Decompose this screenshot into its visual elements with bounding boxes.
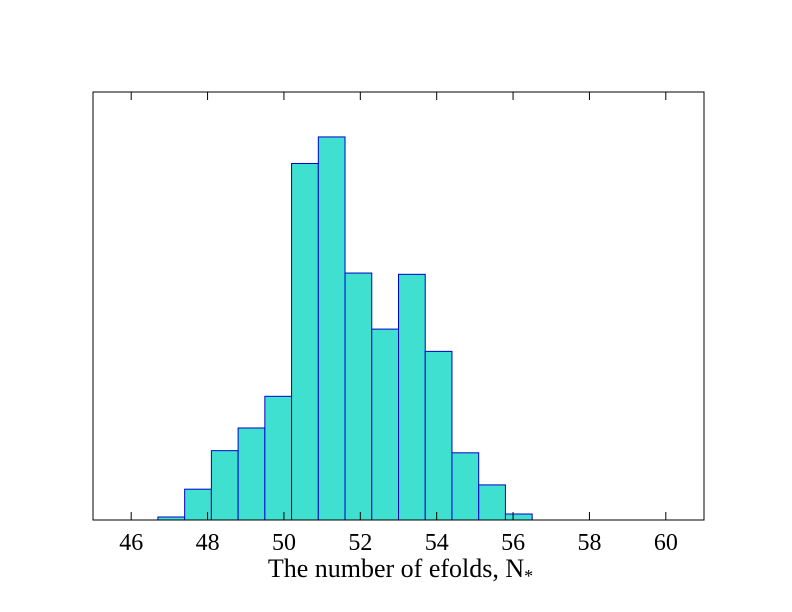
histogram-bar-7 [344,272,373,521]
x-tick-label-46: 46 [119,530,143,556]
x-axis-title: The number of efolds, N* [268,554,533,586]
histogram-bar-13 [504,513,533,521]
plot-frame [92,91,705,521]
histogram-bar-6 [317,136,346,521]
histogram-bar-4 [264,395,293,521]
histogram-bar-11 [451,452,480,521]
axis-ticks [130,92,667,520]
histogram-bar-8 [371,328,399,521]
x-tick-label-58: 58 [577,530,601,556]
x-tick-labels: 46 48 50 52 54 56 58 60 [119,530,678,556]
histogram-bars [157,136,533,521]
x-tick-label-50: 50 [272,530,296,556]
histogram-bar-5 [291,162,319,521]
histogram-bar-3 [237,427,266,521]
histogram-bar-12 [478,484,506,521]
histogram-bar-2 [210,450,239,521]
x-axis-title-subscript: * [524,566,533,586]
x-tick-label-54: 54 [425,530,449,556]
x-tick-label-48: 48 [196,530,220,556]
x-tick-label-60: 60 [654,530,678,556]
x-tick-label-56: 56 [501,530,525,556]
histogram-bar-10 [424,350,453,521]
histogram-bar-9 [398,273,426,521]
x-axis-title-main: The number of efolds, N [268,554,525,583]
x-tick-label-52: 52 [348,530,372,556]
